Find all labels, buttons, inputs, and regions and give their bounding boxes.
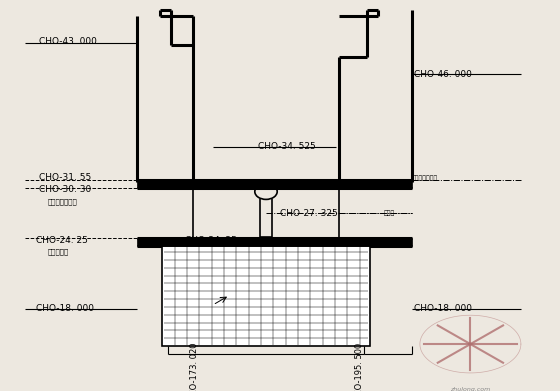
Bar	[162, 246, 370, 346]
Text: CHO-24. 25: CHO-24. 25	[36, 236, 88, 245]
Text: CZO-173. 020: CZO-173. 020	[190, 343, 199, 391]
Text: zhulong.com: zhulong.com	[450, 387, 491, 391]
Text: 口靠中心线: 口靠中心线	[48, 249, 69, 255]
Text: CHO-46. 000: CHO-46. 000	[414, 70, 472, 79]
Bar	[137, 238, 412, 246]
Text: 通浪顶高水位点: 通浪顶高水位点	[412, 175, 438, 181]
Text: CHO-18. 000: CHO-18. 000	[414, 304, 473, 314]
Text: 进出锚锭中心线: 进出锚锭中心线	[48, 199, 77, 205]
Text: CZO-195. 500: CZO-195. 500	[355, 343, 364, 391]
Text: CHO-30. 30: CHO-30. 30	[39, 185, 91, 194]
Text: CHO-34. 525: CHO-34. 525	[258, 142, 315, 151]
Text: CHO-24. 25: CHO-24. 25	[185, 236, 237, 245]
Text: CHO-27. 325: CHO-27. 325	[280, 208, 338, 218]
Text: CHO-18. 000: CHO-18. 000	[36, 304, 95, 314]
Text: 消能板: 消能板	[384, 210, 395, 216]
Text: CHO-31. 55: CHO-31. 55	[39, 173, 91, 183]
Bar	[137, 180, 412, 188]
Text: CHO-43. 000: CHO-43. 000	[39, 36, 97, 46]
